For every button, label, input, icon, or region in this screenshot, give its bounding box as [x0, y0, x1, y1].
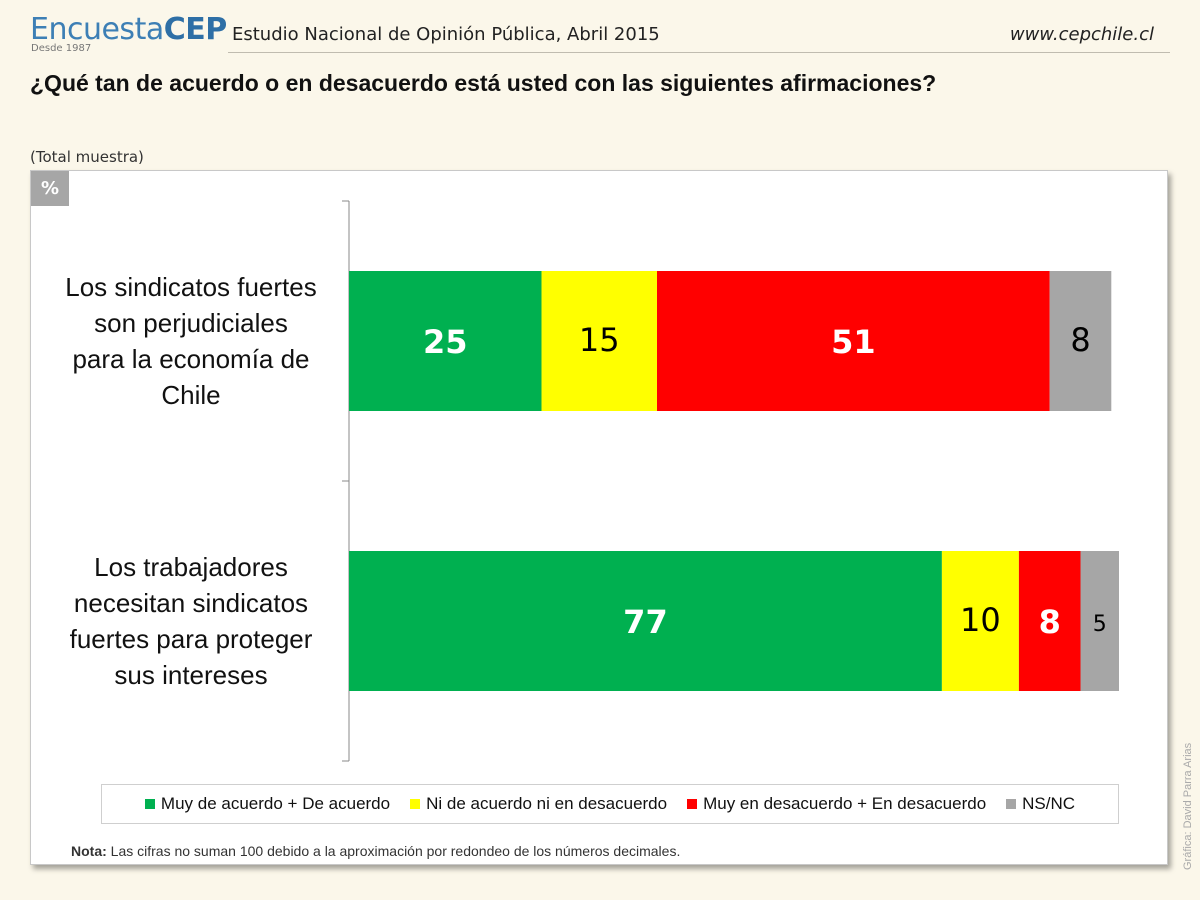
category-label-line: necesitan sindicatos [73, 588, 309, 618]
legend-item: Muy de acuerdo + De acuerdo [144, 794, 391, 814]
legend-item: Muy en desacuerdo + En desacuerdo [687, 794, 986, 814]
legend-item: Ni de acuerdo ni en desacuerdo [410, 794, 667, 814]
logo-since: Desde 1987 [31, 43, 92, 54]
legend-item: NS/NC [1006, 794, 1075, 814]
footnote-text: Las cifras no suman 100 debido a la apro… [106, 843, 681, 859]
legend-label: Muy en desacuerdo + En desacuerdo [703, 794, 987, 813]
category-label-line: para la economía de [72, 344, 310, 374]
bar-segment [941, 551, 1019, 691]
bar-segment [1080, 551, 1119, 691]
header-divider [228, 52, 1170, 53]
bar-segment [1049, 271, 1112, 411]
bar-segment [349, 271, 542, 411]
legend-label: Muy de acuerdo + De acuerdo [160, 794, 391, 813]
logo: EncuestaCEP [30, 12, 227, 47]
legend-swatch [687, 799, 698, 809]
category-label: Los trabajadores necesitan sindicatos fuer… [49, 549, 333, 693]
category-label-line: fuertes para proteger [69, 624, 313, 654]
bar-value-label: 8 [1070, 321, 1090, 359]
bar-value-label: 5 [1093, 612, 1107, 637]
credit: Gráfica: David Parra Arias [1182, 742, 1194, 870]
logo-bold: CEP [163, 12, 228, 47]
legend-swatch [410, 799, 421, 809]
bar-value-label: 10 [960, 601, 1001, 639]
legend-swatch [1006, 799, 1017, 809]
category-label-line: Chile [161, 380, 221, 410]
bar-value-label: 15 [579, 321, 620, 359]
header: EncuestaCEP Desde 1987 Estudio Nacional … [0, 0, 1200, 60]
logo-light: Encuesta [30, 12, 164, 47]
legend: Muy de acuerdo + De acuerdo Ni de acuerdo… [101, 784, 1119, 824]
question-title: ¿Qué tan de acuerdo o en desacuerdo está… [30, 70, 937, 96]
legend-label: Ni de acuerdo ni en desacuerdo [426, 794, 668, 813]
category-label-line: sus intereses [114, 660, 268, 690]
bar-segment [657, 271, 1050, 411]
bar-segment [349, 551, 942, 691]
footnote: Nota: Las cifras no suman 100 debido a l… [71, 843, 680, 859]
sample-note: (Total muestra) [30, 148, 144, 166]
category-label-line: Los trabajadores [94, 552, 288, 582]
bar-value-label: 51 [831, 323, 876, 361]
bar-segment [541, 271, 657, 411]
chart-panel: % 25 15 51 8 77 10 8 5 Los sindicatos fuertes so… [30, 170, 1168, 865]
bar-value-label: 25 [423, 323, 468, 361]
legend-label: NS/NC [1022, 794, 1076, 813]
study-title: Estudio Nacional de Opinión Pública, Abr… [232, 24, 660, 45]
category-label-line: son perjudiciales [94, 308, 288, 338]
bar-value-label: 8 [1039, 603, 1061, 641]
bar-segment [1018, 551, 1081, 691]
category-label-line: Los sindicatos fuertes [65, 272, 317, 302]
legend-swatch [144, 799, 155, 809]
bar-value-label: 77 [623, 603, 668, 641]
website-url: www.cepchile.cl [1009, 24, 1154, 45]
unit-badge: % [31, 171, 69, 206]
footnote-label: Nota: [71, 843, 107, 859]
stacked-bar-chart: 25 15 51 8 77 10 8 5 [342, 200, 1119, 762]
category-label: Los sindicatos fuertes son perjudiciales p… [49, 269, 333, 413]
